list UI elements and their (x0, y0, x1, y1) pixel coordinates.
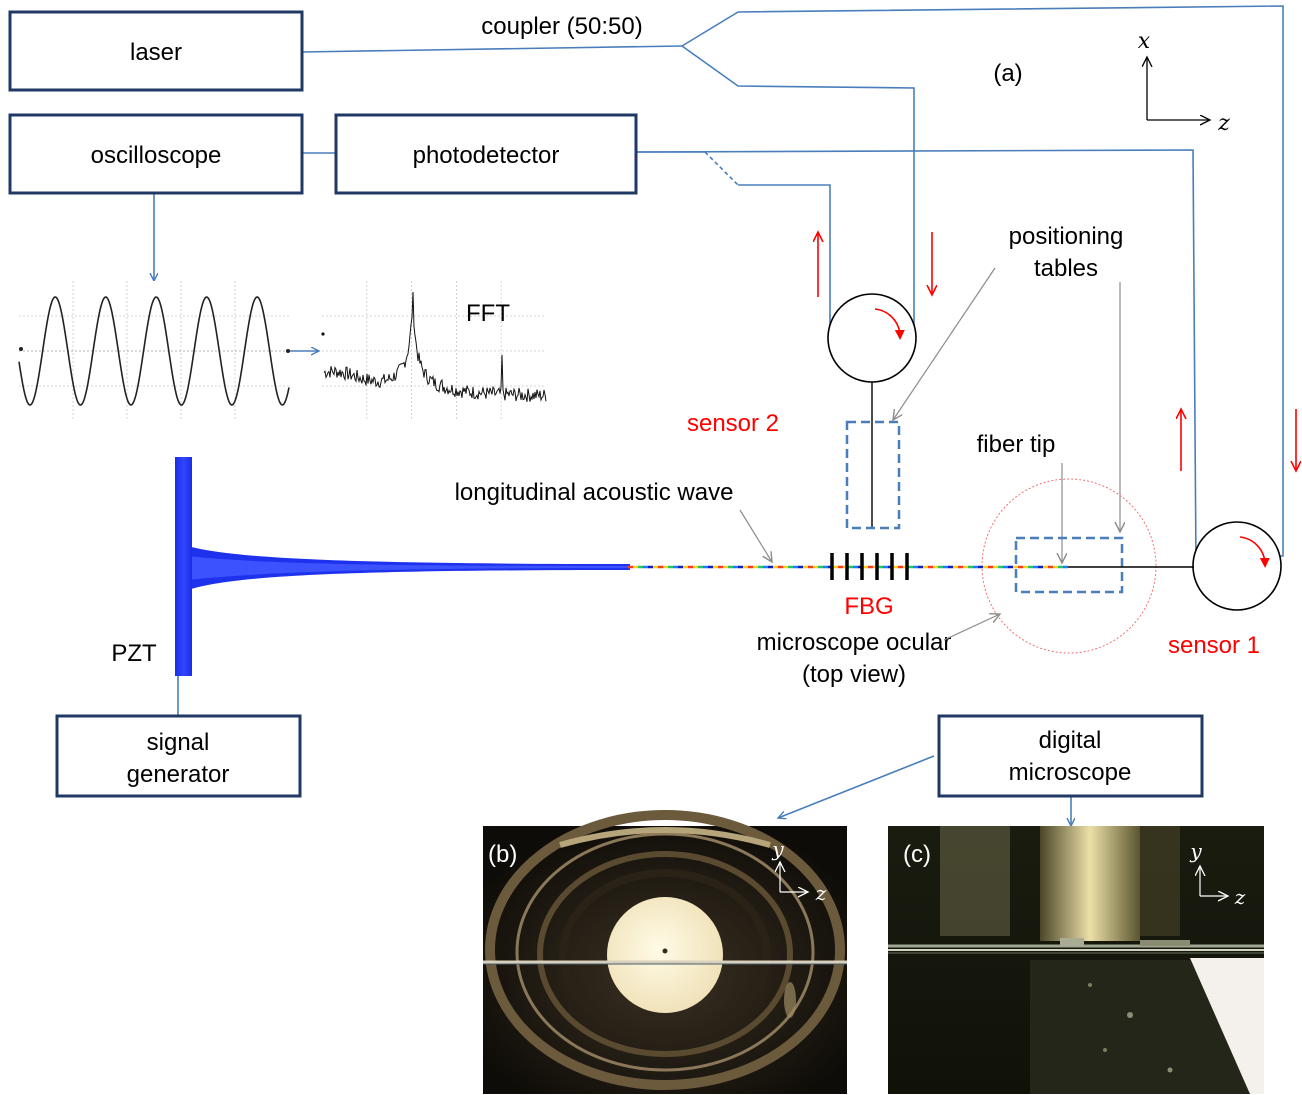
red-direction-arrows (818, 232, 1296, 471)
photo-c-axis-y-label: y (1189, 839, 1202, 863)
signal-generator-box: signal generator (55, 714, 302, 798)
oscilloscope-box: oscilloscope (8, 113, 304, 195)
photo-b-axis-z-label: z (815, 881, 827, 905)
oscilloscope-label: oscilloscope (91, 142, 222, 169)
fiber-tip-label: fiber tip (977, 431, 1056, 458)
fft-plot: FFT (321, 281, 547, 421)
laser-box: laser (8, 10, 304, 92)
axis-x-label: x (1138, 29, 1151, 54)
oscilloscope-trace (18, 281, 290, 421)
photodetector-label: photodetector (413, 142, 560, 169)
digital-microscope-label-line2: microscope (1009, 759, 1132, 786)
panel-b-label: (b) (488, 841, 517, 868)
longitudinal-wave-label: longitudinal acoustic wave (455, 479, 734, 506)
photo-c-axis-z-label: z (1234, 885, 1246, 909)
laser-label: laser (130, 39, 182, 66)
positioning-tables-label-line1: positioning (1009, 223, 1124, 250)
axis-z-label: z (1217, 111, 1230, 136)
panel-c-label: (c) (903, 841, 931, 868)
microscope-ocular-label-line1: microscope ocular (757, 629, 952, 656)
photo-b-axis-y-label: y (771, 837, 784, 861)
pzt-and-horn (175, 457, 630, 676)
digital-microscope-box: digital microscope (937, 714, 1204, 798)
signal-generator-label-line1: signal (147, 729, 210, 756)
microscope-ocular-label-line2: (top view) (802, 661, 906, 688)
panel-a-label: (a) (993, 60, 1022, 87)
digital-microscope-label-line1: digital (1039, 727, 1102, 754)
photodetector-box: photodetector (334, 113, 638, 195)
sensor-2-label: sensor 2 (687, 410, 779, 437)
positioning-table-sensor-2 (845, 420, 901, 530)
pzt-plate (175, 457, 192, 676)
fbg-label: FBG (844, 593, 893, 620)
coupler-label: coupler (50:50) (481, 13, 642, 40)
circulator-sensor-1 (1192, 521, 1282, 611)
sensor-1-label: sensor 1 (1168, 632, 1260, 659)
photo-b: (b) y z (483, 810, 847, 1094)
fbg-grating (830, 553, 909, 580)
photo-c: (c) y z (888, 826, 1264, 1094)
positioning-tables-label-line2: tables (1034, 255, 1098, 282)
axis-xz: x z (1138, 29, 1230, 136)
pzt-label: PZT (111, 640, 157, 667)
signal-generator-label-line2: generator (127, 761, 230, 788)
circulator-sensor-2 (827, 293, 917, 528)
positioning-table-sensor-1 (1014, 536, 1124, 594)
fft-label: FFT (466, 300, 510, 327)
